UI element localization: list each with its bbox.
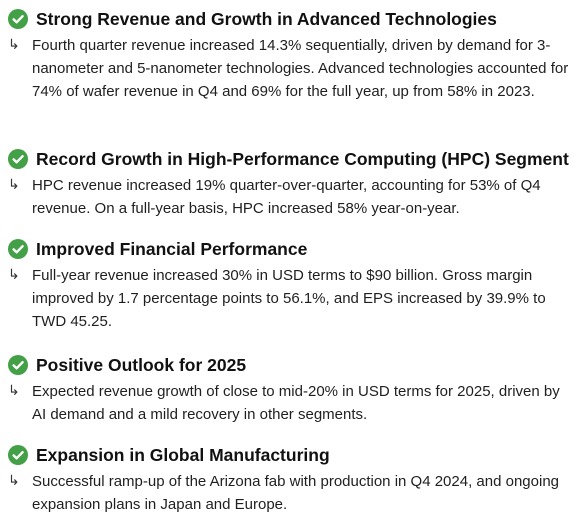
- item-text: Full-year revenue increased 30% in USD t…: [32, 267, 546, 330]
- item-title: Improved Financial Performance: [36, 238, 308, 259]
- list-item: Record Growth in High-Performance Comput…: [0, 148, 580, 220]
- check-circle-icon: [8, 239, 28, 259]
- item-heading: Positive Outlook for 2025: [0, 354, 580, 376]
- item-title: Positive Outlook for 2025: [36, 354, 247, 375]
- item-heading: Expansion in Global Manufacturing: [0, 444, 580, 466]
- item-text: HPC revenue increased 19% quarter-over-q…: [32, 177, 541, 217]
- item-body: ↳ Successful ramp-up of the Arizona fab …: [0, 470, 580, 516]
- item-text: Successful ramp-up of the Arizona fab wi…: [32, 473, 559, 513]
- item-heading: Strong Revenue and Growth in Advanced Te…: [0, 8, 580, 30]
- item-body: ↳ Fourth quarter revenue increased 14.3%…: [0, 34, 580, 103]
- return-arrow-icon: ↳: [8, 383, 20, 399]
- item-body: ↳ Full-year revenue increased 30% in USD…: [0, 264, 580, 333]
- item-title: Record Growth in High-Performance Comput…: [36, 148, 569, 169]
- list-item: Strong Revenue and Growth in Advanced Te…: [0, 8, 580, 103]
- return-arrow-icon: ↳: [8, 267, 20, 283]
- item-title: Strong Revenue and Growth in Advanced Te…: [36, 8, 497, 29]
- item-text: Expected revenue growth of close to mid-…: [32, 383, 560, 423]
- check-circle-icon: [8, 9, 28, 29]
- return-arrow-icon: ↳: [8, 177, 20, 193]
- item-title: Expansion in Global Manufacturing: [36, 444, 330, 465]
- check-circle-icon: [8, 149, 28, 169]
- item-body: ↳ HPC revenue increased 19% quarter-over…: [0, 174, 580, 220]
- item-heading: Improved Financial Performance: [0, 238, 580, 260]
- return-arrow-icon: ↳: [8, 473, 20, 489]
- item-text: Fourth quarter revenue increased 14.3% s…: [32, 37, 569, 100]
- item-body: ↳ Expected revenue growth of close to mi…: [0, 380, 580, 426]
- check-circle-icon: [8, 445, 28, 465]
- return-arrow-icon: ↳: [8, 37, 20, 53]
- list-item: Positive Outlook for 2025 ↳ Expected rev…: [0, 354, 580, 426]
- item-heading: Record Growth in High-Performance Comput…: [0, 148, 580, 170]
- check-circle-icon: [8, 355, 28, 375]
- list-item: Improved Financial Performance ↳ Full-ye…: [0, 238, 580, 333]
- list-item: Expansion in Global Manufacturing ↳ Succ…: [0, 444, 580, 516]
